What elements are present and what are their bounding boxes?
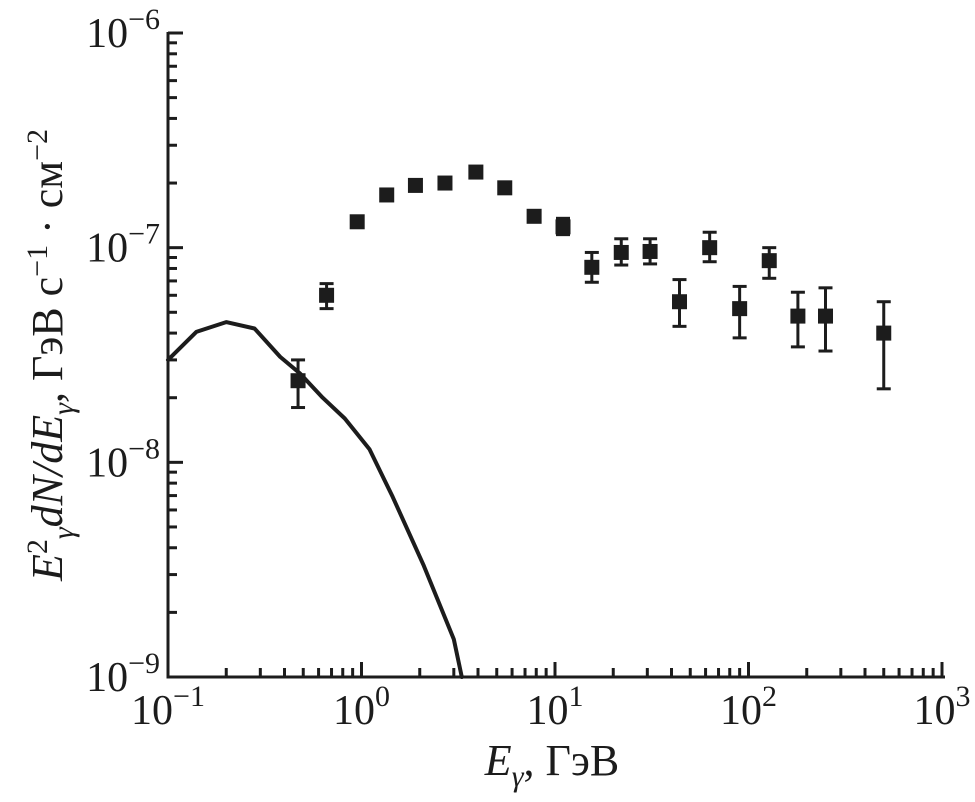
y-tick-label: 10−8 xyxy=(86,432,160,486)
x-tick-label: 10−1 xyxy=(131,680,205,734)
model-curve xyxy=(166,320,464,679)
y-tick-label: 10−6 xyxy=(86,3,160,57)
x-tick-label: 102 xyxy=(720,680,777,734)
x-tick-label: 101 xyxy=(527,680,584,734)
x-tick-label: 100 xyxy=(333,680,390,734)
data-point-marker xyxy=(379,187,395,203)
data-point-marker xyxy=(732,301,748,317)
y-tick-label: 10−9 xyxy=(86,647,160,701)
data-point-marker xyxy=(290,373,306,389)
data-point-marker xyxy=(526,208,542,224)
data-point-marker xyxy=(702,240,718,256)
data-point-marker xyxy=(407,177,423,193)
data-point-marker xyxy=(761,253,777,269)
data-point-marker xyxy=(584,259,600,275)
y-axis-label: E2γdN/dEγ, ГэВ с−1 · см−2 xyxy=(21,129,80,582)
data-point-marker xyxy=(349,214,365,230)
data-point-marker xyxy=(555,219,571,235)
data-point-marker xyxy=(876,325,892,341)
x-tick-label: 103 xyxy=(914,680,971,734)
data-point-marker xyxy=(319,287,335,303)
data-point-marker xyxy=(497,180,513,196)
data-point-marker xyxy=(790,308,806,324)
data-point-marker xyxy=(672,294,688,310)
error-bar xyxy=(876,300,891,391)
data-point-marker xyxy=(642,243,658,259)
data-point-marker xyxy=(468,164,484,180)
data-point-marker xyxy=(437,175,453,191)
data-point-marker xyxy=(818,308,834,324)
data-point-marker xyxy=(613,244,629,260)
x-axis-label: Eγ, ГэВ xyxy=(484,736,619,793)
y-tick-label: 10−7 xyxy=(86,218,160,272)
